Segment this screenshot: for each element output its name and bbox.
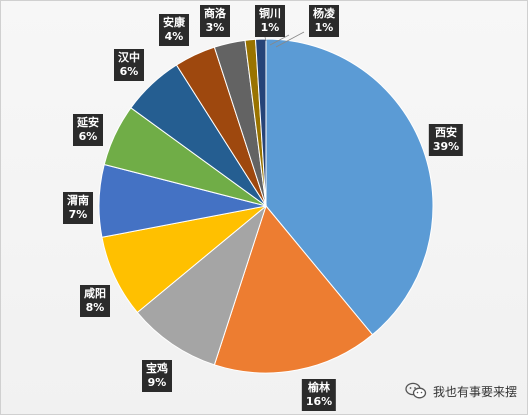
slice-label-name: 铜川: [259, 7, 281, 20]
slice-label: 商洛 3%: [200, 5, 230, 37]
slice-label: 汉中 6%: [114, 49, 144, 81]
pie-slice: [213, 204, 374, 374]
slice-label-percent: 7%: [68, 208, 88, 221]
leader-line: [264, 36, 267, 42]
slice-label-percent: 6%: [119, 65, 139, 78]
pie-slice: [136, 204, 268, 366]
slice-label: 铜川 1%: [255, 5, 285, 37]
slice-label-name: 西安: [435, 126, 457, 139]
slice-label-name: 汉中: [118, 51, 140, 64]
slice-label-percent: 1%: [260, 21, 280, 34]
slice-label: 榆林 16%: [301, 379, 337, 411]
slice-label-name: 杨凌: [313, 7, 335, 20]
slice-label-percent: 16%: [305, 395, 333, 408]
slice-label-percent: 9%: [147, 376, 167, 389]
leader-line: [269, 34, 290, 46]
pie-slice: [265, 38, 434, 336]
slice-label-name: 榆林: [308, 381, 330, 394]
slice-label-percent: 39%: [432, 140, 460, 153]
slice-label: 延安 6%: [73, 114, 103, 146]
slice-label-name: 延安: [77, 116, 99, 129]
slice-label-percent: 8%: [85, 301, 105, 314]
slice-label: 杨凌 1%: [309, 5, 339, 37]
slice-label: 安康 4%: [159, 14, 189, 46]
slice-label-name: 渭南: [67, 194, 89, 207]
pie-slice: [254, 38, 267, 207]
wechat-icon: [405, 382, 427, 399]
watermark: 我也有事要来摆: [405, 382, 517, 400]
slice-label: 西安 39%: [428, 124, 464, 156]
slice-label-percent: 1%: [314, 21, 334, 34]
leader-line: [275, 31, 305, 48]
slice-label-percent: 3%: [205, 21, 225, 34]
slice-label-name: 安康: [163, 16, 185, 29]
slice-label: 渭南 7%: [63, 192, 93, 224]
slice-label-name: 宝鸡: [146, 362, 168, 375]
slice-label-percent: 6%: [78, 130, 98, 143]
slice-label-percent: 4%: [164, 30, 184, 43]
slice-label-name: 咸阳: [84, 287, 106, 300]
slice-label: 宝鸡 9%: [142, 360, 172, 392]
slice-label-name: 商洛: [204, 7, 226, 20]
slice-label: 咸阳 8%: [80, 285, 110, 317]
watermark-text: 我也有事要来摆: [432, 384, 517, 399]
